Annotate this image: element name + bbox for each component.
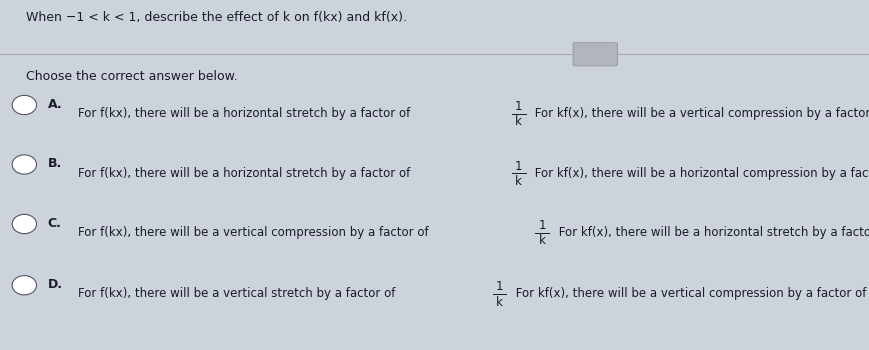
Text: 1: 1 bbox=[515, 100, 522, 113]
Text: B.: B. bbox=[48, 158, 62, 170]
Text: k: k bbox=[515, 115, 522, 128]
Text: For kf(x), there will be a vertical compression by a factor of k.: For kf(x), there will be a vertical comp… bbox=[512, 287, 869, 301]
Text: For kf(x), there will be a vertical compression by a factor of k.: For kf(x), there will be a vertical comp… bbox=[531, 107, 869, 120]
Text: When −1 < k < 1, describe the effect of k on f(kx) and kf(x).: When −1 < k < 1, describe the effect of … bbox=[26, 10, 407, 23]
Text: For kf(x), there will be a horizontal compression by a factor of k.: For kf(x), there will be a horizontal co… bbox=[531, 167, 869, 180]
Text: For f(kx), there will be a horizontal stretch by a factor of: For f(kx), there will be a horizontal st… bbox=[78, 167, 415, 180]
Ellipse shape bbox=[12, 95, 36, 114]
Text: k: k bbox=[496, 295, 503, 309]
Text: 1: 1 bbox=[515, 160, 522, 173]
Ellipse shape bbox=[12, 155, 36, 174]
Text: 1: 1 bbox=[496, 280, 503, 294]
Text: For f(kx), there will be a vertical compression by a factor of: For f(kx), there will be a vertical comp… bbox=[78, 226, 433, 239]
Text: C.: C. bbox=[48, 217, 62, 230]
Text: 1: 1 bbox=[539, 219, 547, 232]
Text: k: k bbox=[515, 175, 522, 188]
Ellipse shape bbox=[12, 276, 36, 295]
Text: A.: A. bbox=[48, 98, 63, 111]
Text: For kf(x), there will be a horizontal stretch by a factor of k.: For kf(x), there will be a horizontal st… bbox=[554, 226, 869, 239]
Text: D.: D. bbox=[48, 278, 63, 291]
FancyBboxPatch shape bbox=[574, 43, 618, 66]
Text: For f(kx), there will be a horizontal stretch by a factor of: For f(kx), there will be a horizontal st… bbox=[78, 107, 415, 120]
Text: Choose the correct answer below.: Choose the correct answer below. bbox=[26, 70, 238, 83]
Text: k: k bbox=[539, 234, 546, 247]
Ellipse shape bbox=[12, 214, 36, 234]
Text: For f(kx), there will be a vertical stretch by a factor of: For f(kx), there will be a vertical stre… bbox=[78, 287, 400, 301]
